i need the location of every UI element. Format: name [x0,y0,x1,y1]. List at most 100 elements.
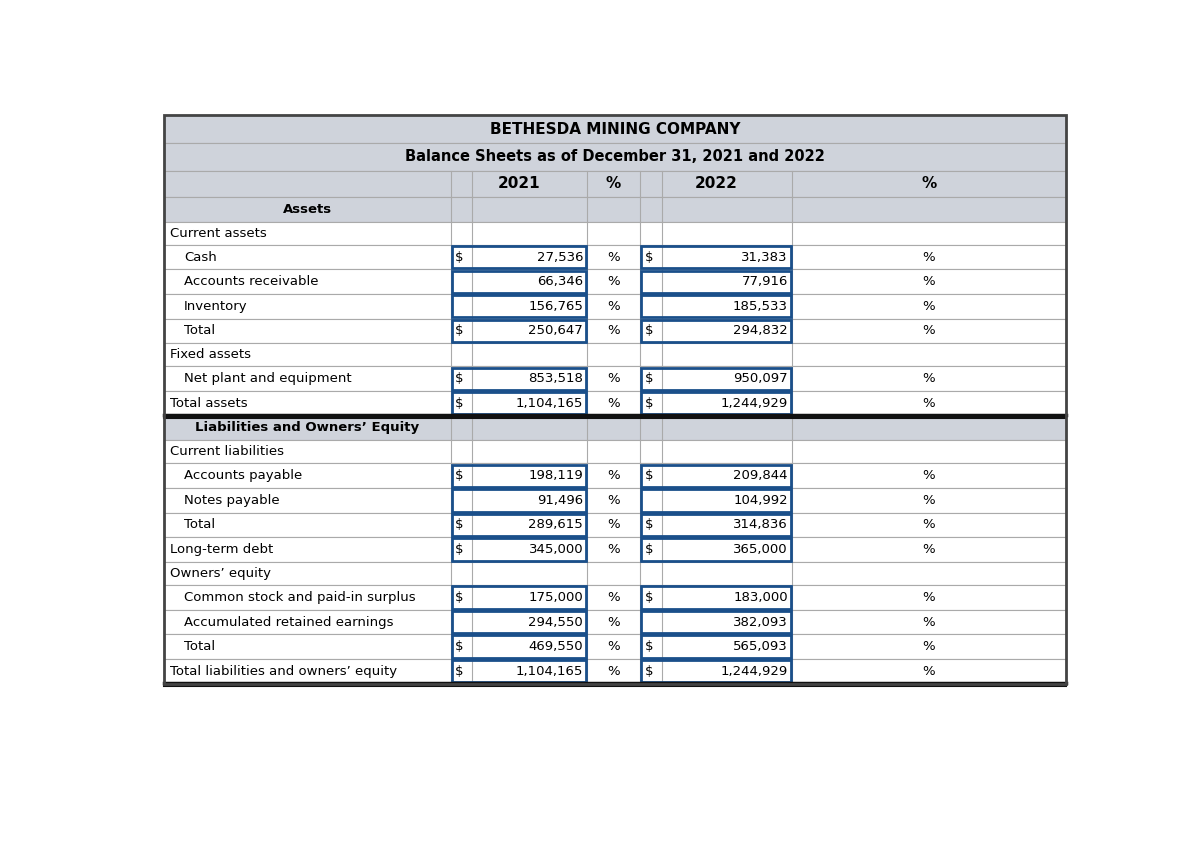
Bar [164,197,1066,221]
Text: %: % [607,494,619,507]
Text: Total: Total [184,640,215,653]
Text: 185,533: 185,533 [733,300,788,313]
Text: %: % [923,469,935,482]
Text: 853,518: 853,518 [528,372,583,385]
Bar [641,611,791,633]
Text: $: $ [644,469,653,482]
Text: %: % [607,616,619,629]
Text: Total assets: Total assets [170,397,247,410]
Text: Cash: Cash [184,251,217,264]
Text: 294,832: 294,832 [733,324,788,337]
Text: %: % [607,324,619,337]
Text: Accounts payable: Accounts payable [184,469,302,482]
Text: %: % [607,275,619,288]
Bar [641,490,791,511]
Text: Total: Total [184,324,215,337]
Bar [452,320,586,343]
Bar [164,115,1066,143]
Text: 77,916: 77,916 [742,275,788,288]
Bar [641,368,791,390]
Text: Current liabilities: Current liabilities [170,445,284,458]
Text: %: % [923,251,935,264]
Text: Fixed assets: Fixed assets [170,349,251,362]
Text: %: % [923,397,935,410]
Bar [164,115,1066,683]
Bar [164,659,1066,683]
Bar [452,586,586,609]
Text: 66,346: 66,346 [538,275,583,288]
Text: Current assets: Current assets [170,227,266,240]
Text: Net plant and equipment: Net plant and equipment [184,372,352,385]
Text: %: % [606,176,622,191]
Text: %: % [923,591,935,604]
Bar [452,514,586,536]
Bar [641,271,791,293]
Bar [164,391,1066,416]
Bar [452,636,586,657]
Bar [164,488,1066,513]
Text: 950,097: 950,097 [733,372,788,385]
Bar [452,392,586,414]
Text: $: $ [455,640,464,653]
Text: $: $ [644,591,653,604]
Text: %: % [607,397,619,410]
Bar [452,660,586,682]
Text: $: $ [644,640,653,653]
Text: $: $ [455,469,464,482]
Bar [164,143,1066,170]
Bar [164,585,1066,610]
Text: Owners’ equity: Owners’ equity [170,567,271,580]
Text: $: $ [644,397,653,410]
Bar [164,610,1066,634]
Bar [164,269,1066,294]
Bar [641,320,791,343]
Text: 209,844: 209,844 [733,469,788,482]
Text: $: $ [455,518,464,531]
Bar [452,465,586,487]
Bar [641,392,791,414]
Bar [641,295,791,317]
Text: 365,000: 365,000 [733,543,788,556]
Text: %: % [923,324,935,337]
Text: 1,244,929: 1,244,929 [720,665,788,678]
Bar [164,367,1066,391]
Text: Accumulated retained earnings: Accumulated retained earnings [184,616,394,629]
Text: 565,093: 565,093 [733,640,788,653]
Text: %: % [923,616,935,629]
Text: $: $ [455,372,464,385]
Text: %: % [922,176,936,191]
Text: 345,000: 345,000 [529,543,583,556]
Text: 294,550: 294,550 [528,616,583,629]
Text: %: % [607,300,619,313]
Text: %: % [607,372,619,385]
Text: $: $ [455,543,464,556]
Text: 91,496: 91,496 [538,494,583,507]
Text: %: % [923,494,935,507]
Text: %: % [607,251,619,264]
Text: 1,104,165: 1,104,165 [516,397,583,410]
Text: $: $ [455,591,464,604]
Text: %: % [923,518,935,531]
Bar [641,586,791,609]
Text: $: $ [455,665,464,678]
Bar [641,660,791,682]
Bar [452,295,586,317]
Text: %: % [923,372,935,385]
Bar [452,271,586,293]
Text: $: $ [455,397,464,410]
Text: %: % [923,300,935,313]
Text: $: $ [644,665,653,678]
Text: Total: Total [184,518,215,531]
Text: $: $ [455,324,464,337]
Bar [164,343,1066,367]
Text: Inventory: Inventory [184,300,247,313]
Text: $: $ [644,518,653,531]
Text: %: % [923,640,935,653]
Bar [452,246,586,268]
Bar [164,513,1066,537]
Text: 289,615: 289,615 [528,518,583,531]
Bar [164,221,1066,245]
Bar [452,539,586,561]
Text: %: % [923,275,935,288]
Text: $: $ [455,251,464,264]
